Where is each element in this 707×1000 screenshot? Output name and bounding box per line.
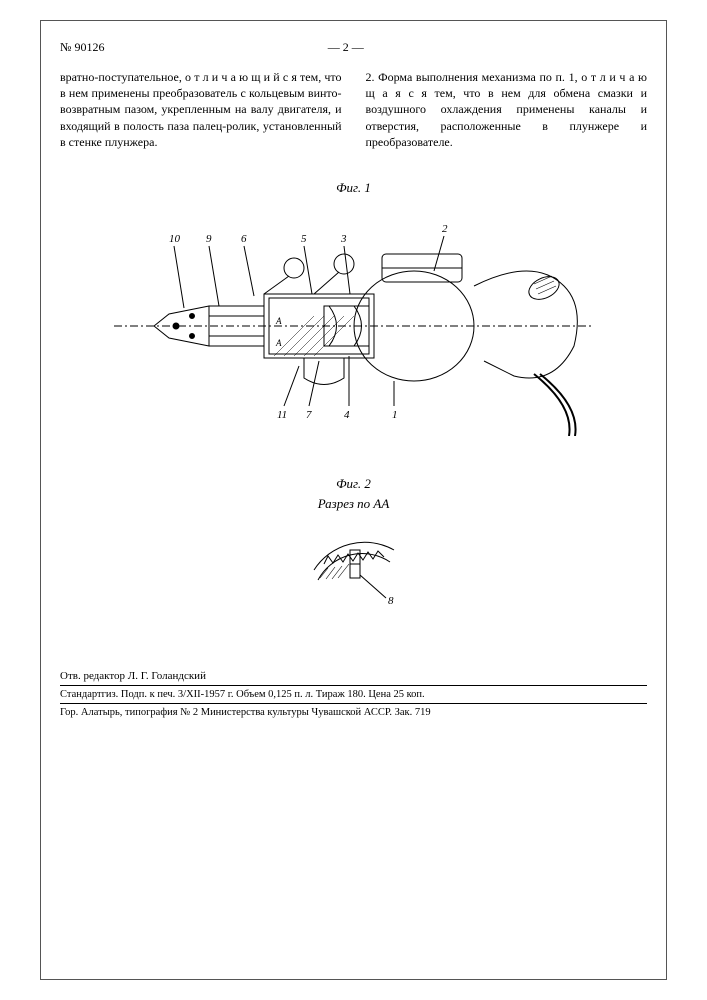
callout-6: 6 [241,233,247,245]
callout-11: 11 [277,409,287,421]
printer-line: Гор. Алатырь, типография № 2 Министерств… [60,704,647,718]
figure2-label: Фиг. 2 [60,476,647,492]
svg-text:А: А [275,316,282,326]
svg-text:А: А [275,338,282,348]
callout-4: 4 [344,409,350,421]
figure1-drawing: А А 10 9 6 5 3 2 11 7 4 1 [114,206,594,436]
page-header: № 90126 — 2 — [60,40,647,55]
callout-3: 3 [340,233,347,245]
callout-2: 2 [442,223,448,235]
page-content: № 90126 — 2 — вратно-поступательное, о т… [0,0,707,748]
header-spacer [587,40,647,55]
page-number: — 2 — [328,40,364,55]
callout-8: 8 [388,595,394,607]
document-number: № 90126 [60,40,104,55]
callout-5: 5 [301,233,307,245]
imprint-line: Стандартгиз. Подп. к печ. 3/XII-1957 г. … [60,686,647,704]
figure2-drawing: 8 [294,520,414,610]
figure2-section-label: Разрез по АА [60,496,647,512]
figure1-label: Фиг. 1 [60,180,647,196]
column-left: вратно-поступательное, о т л и ч а ю щ и… [60,69,342,150]
editor-line: Отв. редактор Л. Г. Голандский [60,670,647,686]
callout-9: 9 [206,233,212,245]
figure2-container: 8 [60,520,647,610]
callout-7: 7 [306,409,312,421]
column-right: 2. Форма выполнения механизма по п. 1, о… [366,69,648,150]
figure1-container: А А 10 9 6 5 3 2 11 7 4 1 [60,206,647,436]
callout-10: 10 [169,233,181,245]
body-columns: вратно-поступательное, о т л и ч а ю щ и… [60,69,647,150]
callout-1: 1 [392,409,398,421]
